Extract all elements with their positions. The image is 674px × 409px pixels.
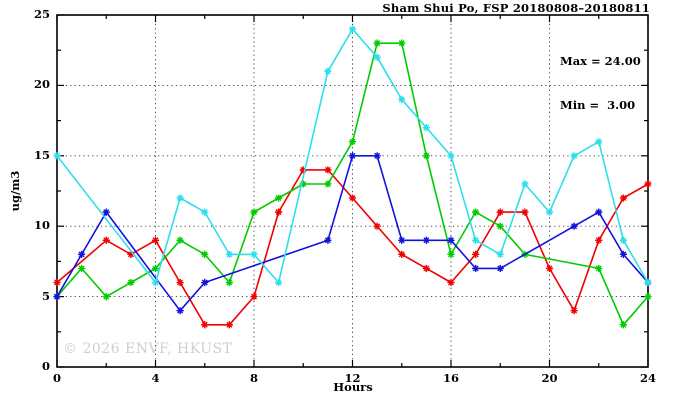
y-tick-label: 20 xyxy=(33,77,50,92)
x-tick-label: 8 xyxy=(249,371,258,385)
x-tick-label: 16 xyxy=(442,371,459,385)
series-cyan-markers xyxy=(53,25,652,287)
max-min-annotation: Max = 24.00 Min = 3.00 xyxy=(560,25,641,141)
series-red-markers xyxy=(53,166,652,329)
watermark: © 2026 ENVF, HKUST xyxy=(63,341,233,357)
x-tick-label: 4 xyxy=(151,371,160,385)
y-tick-label: 0 xyxy=(41,359,50,373)
max-value-label: Max = 24.00 xyxy=(560,54,641,68)
x-axis-label: Hours xyxy=(333,380,373,394)
x-tick-label: 0 xyxy=(52,371,61,385)
series-blue-markers xyxy=(53,152,652,315)
y-tick-label: 15 xyxy=(33,147,50,162)
series-blue-line xyxy=(56,155,649,312)
y-tick-label: 5 xyxy=(41,288,50,303)
x-tick-label: 24 xyxy=(639,371,656,385)
y-axis-label: ug/m3 xyxy=(8,170,22,212)
y-tick-label: 10 xyxy=(33,218,50,233)
plot-frame xyxy=(56,14,649,368)
min-value-label: Min = 3.00 xyxy=(560,97,636,112)
x-tick-label: 12 xyxy=(344,371,361,385)
y-tick-label: 25 xyxy=(33,7,50,21)
chart-title: Sham Shui Po, FSP 20180808–20180811 xyxy=(382,1,650,15)
series-red-line xyxy=(56,169,649,326)
x-tick-label: 20 xyxy=(541,371,558,385)
